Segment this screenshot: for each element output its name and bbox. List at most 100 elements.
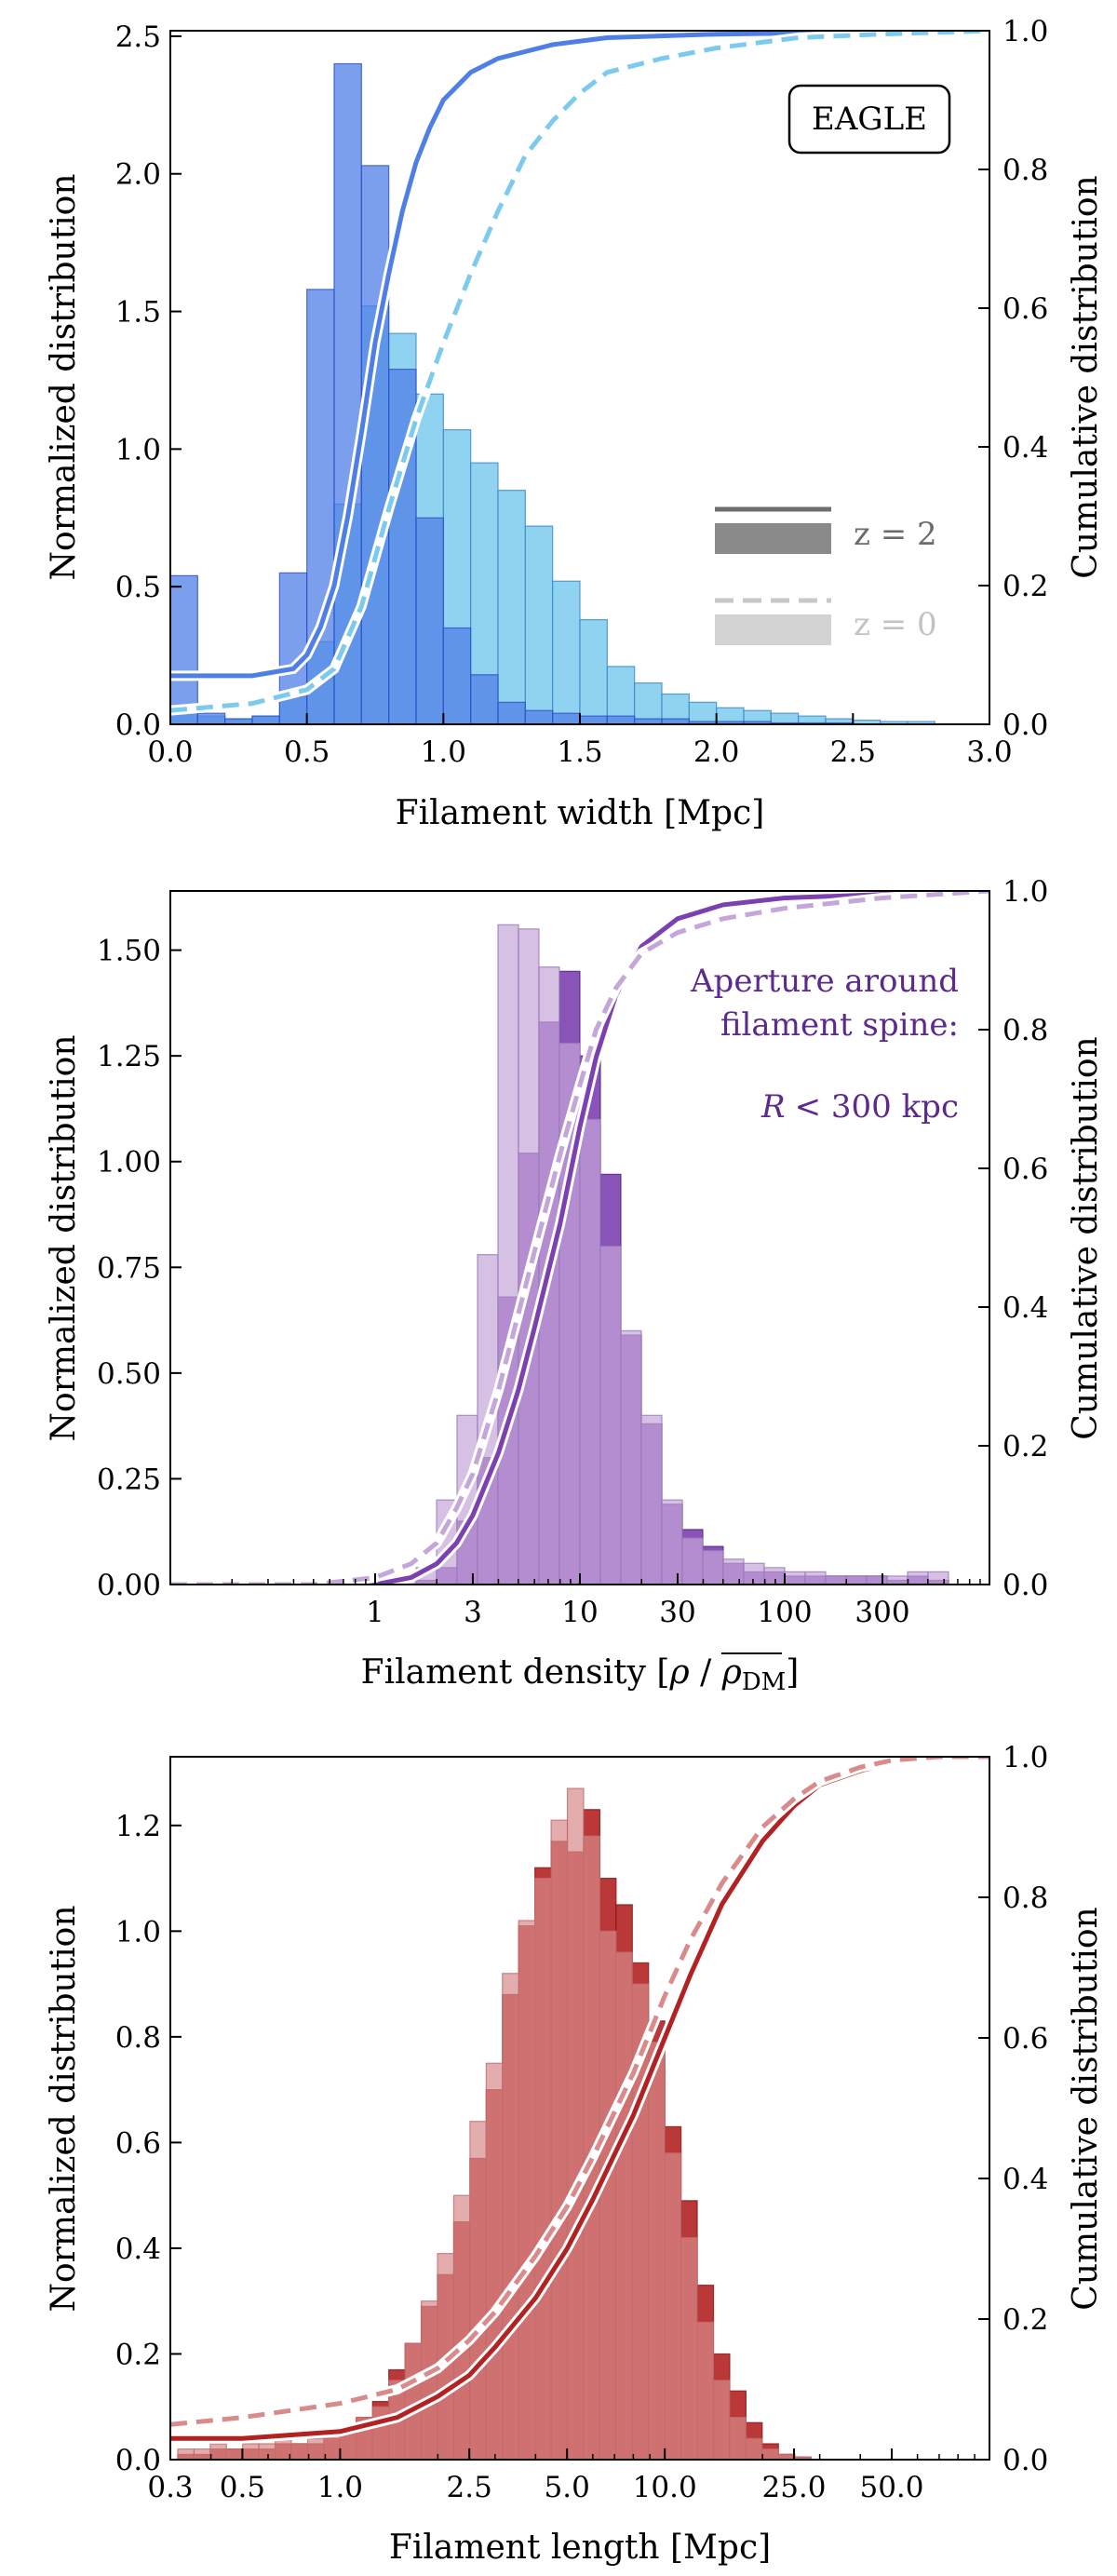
legend: z = 2 z = 0 [715,506,937,645]
x-tick-label: 300 [855,1596,909,1629]
z2-histogram-bar [497,701,526,724]
z0-histogram-bar [209,2443,227,2460]
z0-histogram-bar [648,2041,666,2460]
z0-histogram-bar [599,1930,617,2460]
z0-histogram-bar [845,1575,868,1585]
z2-histogram-bar [524,709,554,724]
y2-tick-label: 0.6 [1003,1153,1048,1186]
z0-histogram-bar [615,1951,633,2460]
z2-histogram-bar [360,165,390,724]
z2-histogram-bar [251,715,280,724]
y2-tick-label: 0.4 [1003,2163,1048,2196]
z0-histogram-bar [729,2416,747,2460]
z0-histogram-bar [550,1819,569,2460]
x-tick-label: 1.0 [421,735,466,769]
z0-histogram-bar [306,2437,325,2460]
x-label-rhobar: ρ [721,1653,742,1692]
legend-z0-label: z = 0 [854,606,937,643]
y-tick-label: 1.0 [115,1915,161,1949]
panel-width-x-axis-label: Filament width [Mpc] [396,794,765,832]
eagle-label: EAGLE [787,84,951,155]
panel-density-y2-axis-label: Cumulative distribution [1067,1036,1105,1439]
y2-tick-label: 0.0 [1003,1569,1048,1602]
x-tick-label: 5.0 [545,2471,590,2504]
z2-cdf-line [170,891,989,1585]
legend-z2-patch [715,523,831,554]
panel-length: 0.3 0.5 1.0 2.5 5.0 10.0 25.0 50.0 0.0 0.2 0.4 0.6 0… [45,1741,1105,2567]
z0-histogram-bar [452,2194,471,2460]
z0-histogram-bar [825,1575,847,1585]
y2-tick-label: 0.6 [1003,292,1048,326]
z0-histogram-bar [599,1245,622,1585]
z0-histogram-bar [534,1877,552,2460]
aperture-line-3: R < 300 kpc [760,1088,959,1126]
y2-tick-label: 0.6 [1003,2022,1048,2056]
z0-histogram-bar [497,924,519,1585]
x-tick-label: 0.5 [220,2471,265,2504]
panel-length-plot-area [170,1757,989,2460]
y-tick-label: 1.25 [97,1040,161,1073]
y2-tick-label: 1.0 [1003,1741,1048,1774]
z0-histogram-bar [927,1571,949,1585]
x-label-sub: DM [742,1668,786,1696]
y-tick-label: 0.00 [97,1569,161,1602]
y-tick-label: 0.5 [115,571,161,604]
z0-histogram-bar [620,1329,642,1585]
x-tick-label: 100 [757,1596,812,1629]
y2-tick-label: 0.4 [1003,1291,1048,1325]
z0-histogram-bar [634,682,663,724]
x-tick-label: 1.5 [557,735,602,769]
x-tick-label: 2.5 [447,2471,492,2504]
z0-histogram-bar [712,2380,731,2460]
x-tick-label: 3.0 [966,735,1012,769]
x-tick-label: 10 [561,1596,598,1629]
z0-histogram-bar [907,1571,929,1585]
z0-cdf-line [170,891,989,1585]
panel-length-y2-axis-label: Cumulative distribution [1067,1907,1105,2310]
y-tick-label: 0.25 [97,1463,161,1496]
x-label-main: Filament density [ [361,1653,670,1692]
y-tick-label: 0.8 [115,2021,161,2055]
z0-histogram-bar [552,580,581,724]
y-tick-label: 0.75 [97,1251,161,1285]
z2-histogram-bar [579,715,608,724]
plot-content [170,31,989,724]
x-tick-label: 30 [659,1596,695,1629]
y-tick-label: 2.0 [115,158,161,192]
z0-histogram-bar [722,1558,745,1585]
x-tick-label: 0.0 [147,735,193,769]
y2-tick-label: 0.0 [1003,708,1048,742]
z0-histogram-bar [866,1575,888,1585]
x-tick-label: 25.0 [761,2471,826,2504]
z0-histogram-bar [579,619,608,724]
eagle-label-text: EAGLE [812,101,927,138]
z0-histogram-bar [763,1567,786,1585]
z2-histogram-bar [552,712,581,724]
y-tick-label: 0.4 [115,2232,161,2266]
x-tick-label: 2.5 [830,735,876,769]
panel-width: 0.0 0.5 1.0 1.5 2.0 2.5 3.00.00.51.01.52.02.50… [45,15,1105,832]
aperture-radius-symbol: R [760,1088,786,1126]
z0-histogram-bar [566,1787,585,2460]
panel-density-axes: 1 3 10 30 100 300 0.00 0.25 0.50 0.75 1.00 1.25 1.50… [97,875,1048,1629]
z2-histogram-bar [470,674,499,724]
y-tick-label: 1.0 [115,433,161,466]
z0-histogram-bar [177,2448,195,2460]
z0-histogram-bar [518,1920,536,2460]
z2-cdf-line [170,31,989,679]
aperture-annotation: Aperture around filament spine: R < 300 k… [690,963,959,1126]
z2-histogram-bar [442,627,472,724]
z0-histogram-bar [804,1571,827,1585]
z0-histogram-bar [696,2321,715,2460]
panel-length-x-axis-label: Filament length [Mpc] [389,2529,771,2567]
z2-histogram-bar [606,715,636,724]
aperture-line-2: filament spine: [720,1006,959,1044]
z0-histogram-bar [524,525,554,724]
z2-histogram-bar [278,572,308,724]
y2-tick-label: 0.8 [1003,1881,1048,1915]
y2-tick-label: 0.8 [1003,1014,1048,1047]
x-tick-label: 50.0 [859,2471,923,2504]
z0-histogram-bar [664,2152,682,2460]
y-tick-label: 0.2 [115,2338,161,2371]
z0-histogram-bar [761,2448,779,2460]
